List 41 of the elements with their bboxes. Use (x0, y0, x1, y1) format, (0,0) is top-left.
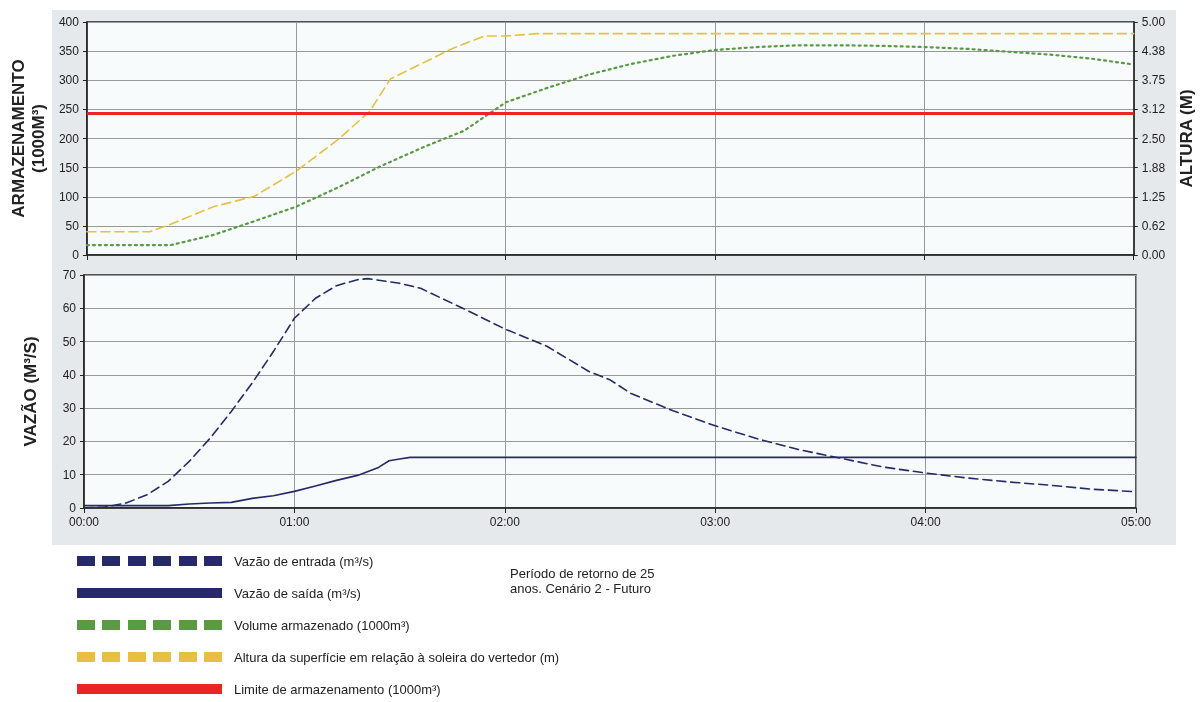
y2-tick-label: 3.12 (1141, 102, 1166, 117)
y-tick-label: 10 (62, 467, 77, 482)
y2-tick-label: 0.00 (1141, 248, 1166, 262)
y2-tick-label: 2.50 (1141, 131, 1166, 146)
y2-tick-label: 5.00 (1141, 15, 1166, 29)
x-tick-label: 04:00 (910, 515, 941, 529)
y-tick-label: 60 (62, 301, 77, 316)
y-tick-label: 200 (58, 131, 80, 146)
y-axis-title: ARMAZENAMENTO (1000M³) (8, 59, 48, 218)
y2-tick-label: 3.75 (1141, 73, 1166, 88)
legend-label: Altura da superfície em relação à soleira do vertedor (m) (234, 649, 560, 665)
y2-tick-label: 1.25 (1141, 189, 1166, 204)
y-tick-label: 20 (62, 434, 77, 449)
x-tick-label: 00:00 (68, 515, 100, 529)
legend-label: Vazão de saída (m³/s) (234, 585, 361, 601)
y-tick-label: 400 (58, 15, 80, 29)
y-tick-label: 300 (58, 73, 80, 88)
y-tick-label: 350 (58, 44, 80, 59)
y2-tick-label: 4.38 (1141, 44, 1166, 59)
y2-tick-label: 1.88 (1141, 160, 1166, 175)
y2-axis-title: ALTURA (M) (1176, 89, 1196, 188)
x-tick-label: 03:00 (700, 515, 731, 529)
x-tick-label: 01:00 (279, 515, 310, 529)
y-tick-label: 0 (69, 501, 77, 515)
legend-label: Vazão de entrada (m³/s) (234, 553, 374, 569)
y-tick-label: 100 (58, 189, 80, 204)
y-tick-label: 0 (72, 248, 80, 262)
y-tick-label: 70 (62, 268, 77, 282)
y-axis-title: VAZÃO (M³/S) (19, 336, 40, 447)
y-tick-label: 50 (62, 334, 77, 349)
legend-label: Limite de armazenamento (1000m³) (234, 681, 441, 697)
y-tick-label: 40 (62, 367, 77, 382)
y-tick-label: 150 (58, 160, 80, 175)
y2-tick-label: 0.62 (1141, 218, 1166, 233)
y-tick-label: 50 (65, 218, 80, 233)
legend-label: Volume armazenado (1000m³) (234, 617, 410, 633)
x-tick-label: 05:00 (1120, 515, 1152, 529)
text: Período de retorno de 25 anos. Cenário 2 - Futuro (510, 566, 656, 596)
x-tick-label: 02:00 (489, 515, 521, 529)
y-tick-label: 250 (58, 102, 80, 117)
y-tick-label: 30 (62, 401, 77, 416)
